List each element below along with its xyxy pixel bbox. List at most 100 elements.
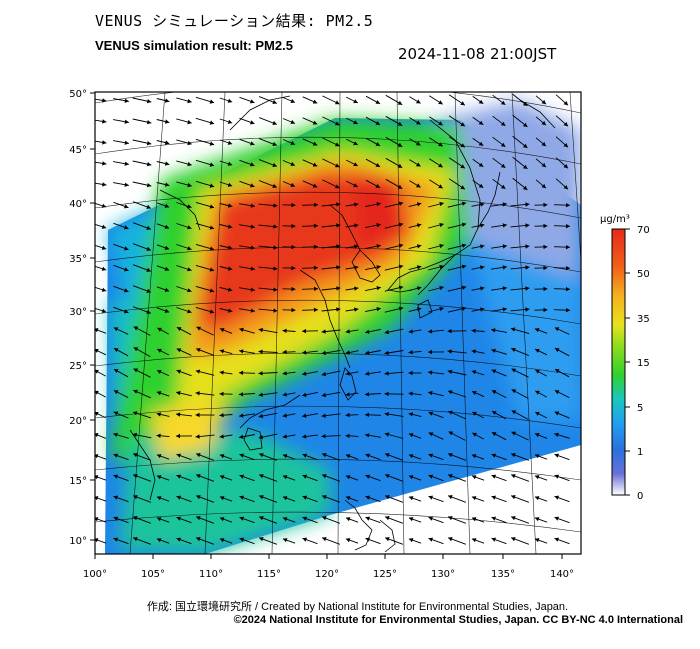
wind-vector-head bbox=[385, 453, 390, 458]
wind-vector-head bbox=[408, 475, 414, 480]
wind-vector-head bbox=[102, 140, 107, 145]
wind-vector-head bbox=[282, 517, 288, 522]
wind-vector-head bbox=[259, 474, 264, 479]
wind-vector-head bbox=[102, 119, 107, 124]
wind-vector-head bbox=[312, 141, 318, 146]
wind-vector-head bbox=[375, 121, 380, 125]
wind-vector-head bbox=[219, 517, 225, 522]
wind-vector-head bbox=[259, 537, 264, 542]
wind-vector-head bbox=[124, 98, 129, 103]
wind-vector-head bbox=[525, 244, 530, 249]
wind-vector-head bbox=[416, 162, 421, 167]
wind-vector-head bbox=[480, 202, 485, 207]
wind-vector-head bbox=[336, 286, 341, 291]
wind-vector-head bbox=[113, 390, 119, 395]
wind-vector-head bbox=[335, 163, 340, 168]
wind-vector-head bbox=[375, 100, 380, 104]
lat-tick-label: 45° bbox=[69, 145, 87, 156]
wind-vector-head bbox=[164, 287, 170, 292]
wind-vector-head bbox=[302, 413, 307, 418]
lat-tick-label: 15° bbox=[69, 476, 87, 487]
graticule bbox=[95, 92, 581, 554]
lat-tick-label: 30° bbox=[69, 307, 87, 318]
wind-vector-head bbox=[511, 389, 517, 394]
wind-vector-head bbox=[146, 309, 151, 314]
wind-vector-head bbox=[291, 202, 296, 208]
wind-vector-head bbox=[219, 454, 225, 459]
wind-vector-head bbox=[439, 243, 444, 249]
wind-vector-head bbox=[124, 309, 129, 314]
wind-vector-head bbox=[272, 120, 277, 125]
wind-vector-head bbox=[398, 243, 404, 248]
wind-vector-head bbox=[448, 453, 453, 458]
wind-vector-head bbox=[290, 98, 295, 103]
wind-vector-head bbox=[124, 225, 129, 230]
wind-vector-head bbox=[480, 286, 485, 291]
wind-vector-head bbox=[492, 411, 497, 415]
wind-vector-head bbox=[187, 309, 192, 314]
wind-vector-head bbox=[146, 162, 152, 167]
wind-vector-head bbox=[345, 517, 351, 522]
lat-tick-label: 50° bbox=[69, 89, 87, 100]
wind-vector-head bbox=[187, 119, 192, 125]
wind-vector-head bbox=[176, 412, 181, 417]
wind-vector-head bbox=[460, 185, 465, 190]
wind-vector-head bbox=[510, 327, 516, 332]
wind-vector-head bbox=[239, 495, 244, 500]
wind-vector-head bbox=[563, 143, 568, 148]
wind-vector-head bbox=[438, 184, 443, 189]
wind-vector-head bbox=[565, 245, 570, 250]
wind-vector-head bbox=[408, 496, 414, 501]
wind-vector-head bbox=[113, 327, 119, 332]
wind-vector-head bbox=[385, 516, 390, 521]
wind-vector-head bbox=[438, 142, 443, 147]
wind-vector-head bbox=[250, 162, 255, 167]
wind-vector-head bbox=[95, 454, 99, 459]
wind-vector-head bbox=[522, 101, 528, 106]
wind-vector-head bbox=[563, 164, 568, 169]
wind-vector-head bbox=[428, 390, 433, 396]
wind-vector-head bbox=[164, 98, 170, 103]
wind-vector-head bbox=[164, 224, 170, 229]
wind-vector-head bbox=[302, 474, 307, 479]
wind-vector-head bbox=[511, 431, 516, 436]
wind-vector-head bbox=[345, 392, 350, 397]
longitude-labels: 100° 105° 110° 115° 120° 125° 130° 135° … bbox=[83, 569, 574, 580]
wind-vector-head bbox=[209, 309, 215, 314]
wind-vector-head bbox=[239, 370, 244, 375]
wind-vector-head bbox=[156, 433, 161, 438]
wind-vector-head bbox=[157, 370, 162, 374]
wind-vector-head bbox=[195, 412, 200, 418]
wind-vector-head bbox=[321, 371, 326, 377]
colorbar-unit: μg/m³ bbox=[600, 214, 630, 225]
wind-vector-head bbox=[408, 412, 414, 417]
wind-vector-head bbox=[250, 183, 255, 188]
wind-vector-head bbox=[491, 369, 497, 374]
wind-vector-head bbox=[196, 453, 201, 458]
wind-vector-head bbox=[428, 411, 433, 416]
wind-vector-head bbox=[239, 392, 244, 397]
wind-vector-head bbox=[408, 454, 414, 459]
wind-vector-head bbox=[428, 537, 433, 542]
wind-vector-head bbox=[336, 202, 341, 207]
latitude-labels: 50° 45° 40° 35° 30° 25° 20° 15° 10° bbox=[69, 89, 87, 547]
colorbar-tick-label: 5 bbox=[637, 403, 643, 414]
wind-vector-head bbox=[302, 537, 307, 542]
wind-vector-head bbox=[478, 141, 484, 146]
wind-vector-head bbox=[335, 184, 340, 189]
wind-vector-head bbox=[365, 350, 370, 355]
wind-vector-head bbox=[365, 516, 370, 521]
wind-vector-head bbox=[491, 516, 496, 521]
wind-vector-head bbox=[336, 244, 341, 249]
wind-vector-head bbox=[258, 413, 263, 419]
wind-vector-head bbox=[146, 225, 151, 230]
wind-vector-head bbox=[239, 434, 244, 439]
wind-vector-head bbox=[227, 287, 233, 292]
wind-vector-head bbox=[282, 328, 287, 333]
wind-vector-head bbox=[511, 516, 516, 521]
wind-vector-head bbox=[239, 474, 244, 479]
wind-vector-head bbox=[95, 538, 99, 543]
wind-vector-head bbox=[124, 161, 129, 166]
lon-tick-label: 110° bbox=[199, 569, 223, 580]
wind-vector-head bbox=[397, 184, 403, 189]
